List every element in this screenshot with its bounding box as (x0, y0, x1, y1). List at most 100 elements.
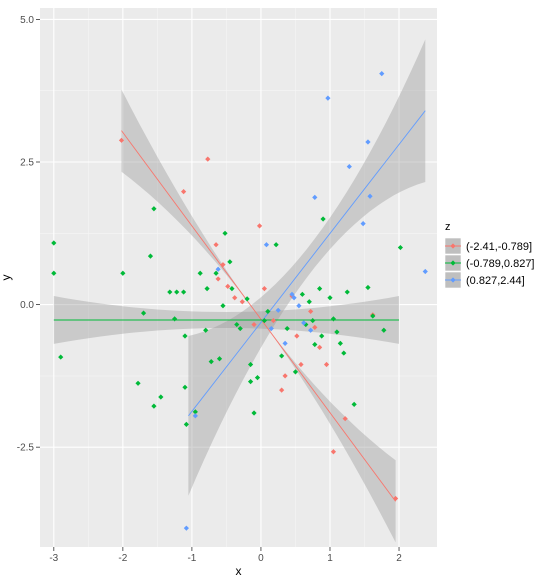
data-point (270, 317, 276, 324)
data-point (261, 317, 267, 324)
data-point (58, 354, 64, 360)
data-point (174, 289, 180, 295)
data-point (158, 394, 164, 400)
data-point (291, 295, 297, 301)
data-point (397, 244, 404, 251)
data-point (247, 378, 254, 385)
legend: z (-2.41,-0.789] (-0.789,0.827] (0.827,2.4… (444, 221, 535, 289)
y-tick-label: 0.0 (20, 300, 34, 311)
data-point (182, 384, 188, 390)
legend-label: (0.827,2.44] (466, 275, 525, 287)
data-point (135, 380, 141, 386)
data-point (120, 270, 126, 276)
x-tick-label: 1 (327, 553, 333, 564)
data-point (323, 361, 330, 368)
data-point (247, 361, 254, 368)
y-tick-label: 5.0 (20, 15, 34, 26)
data-point (229, 286, 235, 292)
data-point (225, 283, 231, 289)
data-point (337, 340, 343, 346)
x-tick-label: -2 (118, 553, 127, 564)
legend-key-point (450, 277, 456, 283)
confidence-band (188, 39, 426, 496)
x-axis-ticks: -3 -2 -1 0 1 2 (49, 547, 402, 564)
data-point (51, 240, 57, 246)
data-point (334, 329, 340, 335)
data-point (312, 194, 318, 200)
data-point (310, 317, 316, 324)
data-point (330, 449, 337, 455)
data-point (342, 416, 348, 422)
data-point (205, 156, 211, 162)
x-tick-label: 0 (258, 553, 264, 564)
data-point (244, 296, 250, 302)
x-tick-label: 2 (396, 553, 402, 564)
data-point (330, 316, 337, 322)
data-point (320, 216, 326, 222)
data-point (392, 495, 399, 502)
data-point (183, 421, 189, 427)
data-point (222, 230, 228, 236)
data-point (365, 284, 371, 291)
data-point (51, 270, 57, 276)
legend-label: (-0.789,0.827] (466, 258, 535, 270)
data-point (317, 344, 323, 350)
minor-gridlines (40, 8, 437, 547)
data-point (341, 350, 347, 356)
data-point (213, 242, 219, 248)
data-point (216, 356, 223, 362)
data-point (220, 303, 226, 309)
legend-label: (-2.41,-0.789] (466, 241, 532, 253)
data-point (312, 324, 318, 331)
data-point (360, 221, 366, 227)
data-point (227, 259, 233, 265)
data-point (279, 387, 285, 393)
data-point (327, 295, 333, 301)
data-point (298, 361, 304, 368)
data-point (263, 242, 270, 248)
data-point (251, 410, 257, 416)
data-point (151, 403, 157, 409)
major-gridlines (40, 8, 437, 547)
data-point (182, 333, 188, 339)
data-point (275, 307, 281, 313)
data-point (181, 189, 187, 195)
data-point (118, 137, 125, 143)
x-tick-label: -1 (187, 553, 196, 564)
data-point (261, 286, 267, 292)
data-point (308, 308, 314, 315)
data-point (265, 308, 271, 315)
data-point (203, 327, 209, 333)
data-point (183, 525, 189, 531)
data-point (379, 70, 385, 77)
x-axis-title: x (236, 564, 242, 578)
data-point (215, 276, 221, 282)
data-point (365, 139, 371, 145)
data-point (239, 299, 245, 305)
data-point (232, 295, 238, 301)
data-point (319, 333, 325, 339)
data-point (317, 286, 323, 292)
data-point (344, 289, 350, 295)
data-points (51, 70, 428, 531)
data-point (204, 286, 210, 292)
data-point (181, 289, 187, 295)
data-point (308, 327, 314, 333)
data-point (367, 193, 373, 199)
data-point (251, 321, 257, 328)
y-axis-ticks: -2.5 0.0 2.5 5.0 (17, 15, 40, 454)
data-point (306, 299, 312, 305)
data-point (301, 320, 307, 326)
legend-key-point (450, 260, 456, 266)
fit-line (121, 130, 396, 502)
data-point (299, 291, 305, 297)
data-point (381, 327, 387, 333)
data-point (346, 163, 352, 170)
fit-line (188, 110, 426, 417)
fit-lines (53, 110, 426, 502)
data-point (192, 409, 198, 415)
data-point (140, 310, 147, 316)
plot-panel (40, 8, 437, 547)
data-point (151, 206, 157, 212)
